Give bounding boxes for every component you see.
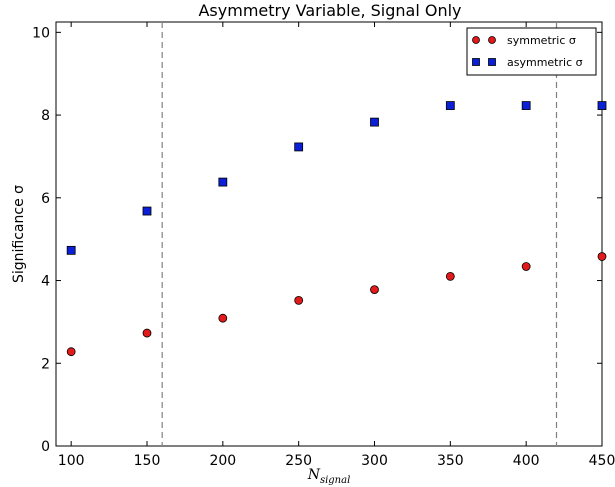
point-symmetric-100 bbox=[66, 347, 76, 357]
y-tick-label-2: 2 bbox=[41, 356, 50, 372]
y-axis-label: Significance σ bbox=[11, 185, 27, 283]
legend-marker-symmetric-0 bbox=[472, 36, 480, 44]
point-asymmetric-450 bbox=[597, 101, 607, 110]
point-symmetric-350 bbox=[445, 271, 455, 281]
x-tick-label-400: 400 bbox=[513, 453, 540, 469]
point-asymmetric-400 bbox=[521, 101, 531, 110]
x-tick-label-300: 300 bbox=[361, 453, 388, 469]
plot-area-frame bbox=[55, 21, 603, 447]
legend-label-symmetric: symmetric σ bbox=[507, 34, 576, 47]
legend-label-asymmetric: asymmetric σ bbox=[507, 56, 583, 69]
point-symmetric-250 bbox=[294, 295, 304, 305]
point-asymmetric-150 bbox=[142, 206, 152, 216]
point-asymmetric-300 bbox=[370, 117, 379, 127]
x-axis-label: Nsignal bbox=[307, 467, 351, 486]
x-tick-label-200: 200 bbox=[209, 453, 236, 469]
y-tick-label-10: 10 bbox=[32, 25, 50, 41]
point-symmetric-150 bbox=[142, 328, 152, 338]
x-tick-label-350: 350 bbox=[437, 453, 464, 469]
legend-box bbox=[466, 27, 597, 76]
legend-marker-asymmetric-0 bbox=[472, 58, 480, 66]
point-asymmetric-200 bbox=[218, 177, 228, 187]
point-symmetric-400 bbox=[521, 262, 531, 271]
x-tick-label-150: 150 bbox=[134, 453, 161, 469]
y-tick-label-0: 0 bbox=[41, 439, 50, 455]
y-tick-label-6: 6 bbox=[41, 191, 50, 207]
x-tick-label-250: 250 bbox=[285, 453, 312, 469]
point-symmetric-200 bbox=[218, 313, 228, 323]
point-asymmetric-100 bbox=[66, 245, 76, 255]
legend-marker-symmetric-1 bbox=[488, 36, 496, 44]
point-symmetric-300 bbox=[370, 285, 379, 295]
point-symmetric-450 bbox=[597, 252, 607, 261]
point-asymmetric-250 bbox=[294, 142, 304, 152]
x-tick-label-100: 100 bbox=[58, 453, 85, 469]
x-axis-label-main: N bbox=[307, 467, 321, 483]
chart-title: Asymmetry Variable, Signal Only bbox=[198, 1, 461, 20]
x-tick-label-450: 450 bbox=[589, 453, 615, 469]
y-tick-label-8: 8 bbox=[41, 108, 50, 124]
point-asymmetric-350 bbox=[445, 101, 455, 110]
legend-marker-asymmetric-1 bbox=[488, 58, 496, 66]
y-tick-label-4: 4 bbox=[41, 274, 50, 290]
legend: symmetric σ asymmetric σ bbox=[466, 27, 597, 76]
x-axis-label-subscript: signal bbox=[320, 475, 350, 486]
